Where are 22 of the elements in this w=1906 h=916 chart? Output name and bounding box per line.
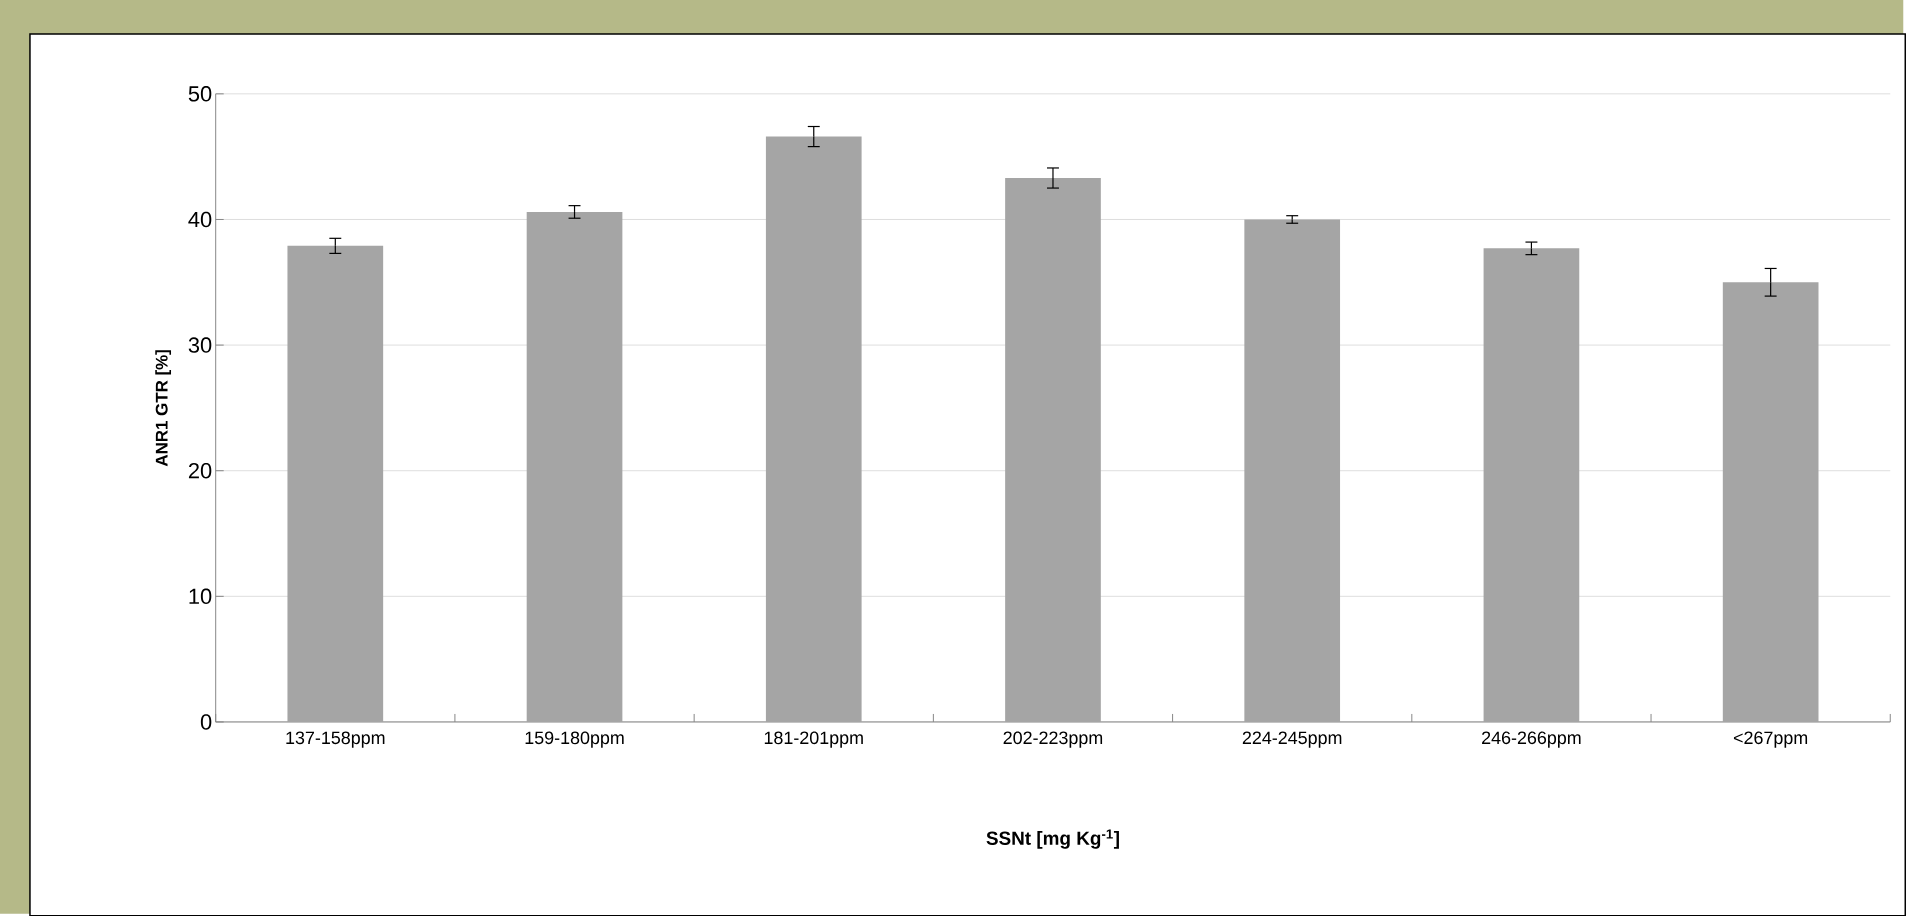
bar — [1005, 177, 1101, 722]
x-tick-label: <267ppm — [1733, 731, 1808, 748]
y-axis-title: ANR1 GTR [%] — [155, 349, 172, 466]
x-tick-label: 159-180ppm — [525, 731, 624, 748]
bar — [1722, 282, 1819, 722]
y-tick-label: 10 — [189, 588, 212, 604]
bar — [526, 211, 623, 722]
bar — [287, 245, 384, 722]
y-tick-label: 20 — [188, 462, 212, 479]
bar — [765, 136, 862, 722]
x-tick-label: 181-201ppm — [764, 731, 863, 748]
x-tick-label: 224-245ppm — [1242, 731, 1342, 748]
x-tick-label: 202-223ppm — [1003, 731, 1103, 748]
x-axis-title: SSNt [mg Kg$^{-1}$] — [986, 829, 1119, 849]
y-tick-label: 0 — [200, 713, 212, 730]
bar — [1483, 248, 1580, 722]
y-tick-label: 30 — [188, 337, 212, 353]
y-tick-label: 40 — [188, 211, 212, 228]
y-tick-label: 50 — [188, 85, 212, 102]
x-tick-label: 246-266ppm — [1482, 731, 1581, 748]
bar — [1244, 219, 1341, 722]
x-tick-label: 137-158ppm — [286, 731, 385, 748]
